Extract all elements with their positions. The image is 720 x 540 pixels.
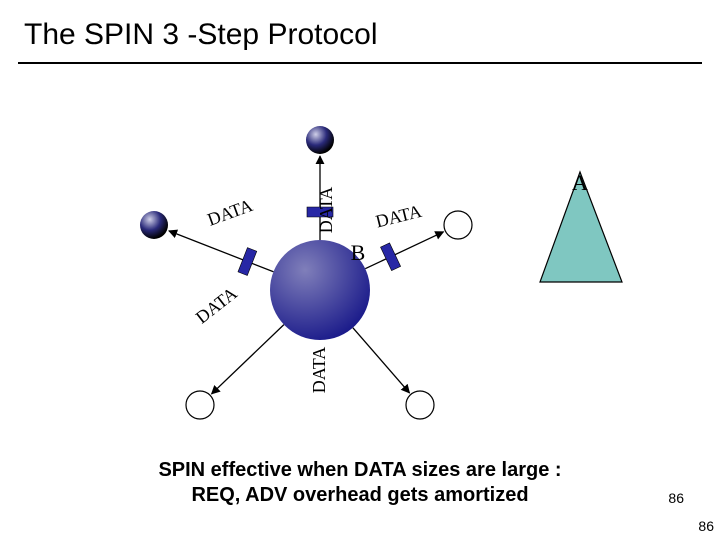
svg-text:DATA: DATA [205,195,256,230]
caption-line-1: SPIN effective when DATA sizes are large… [158,459,561,481]
svg-text:DATA: DATA [374,201,424,232]
page-number: 86 [668,490,684,506]
svg-text:DATA: DATA [316,187,336,234]
page-number-dup: 86 [698,518,714,534]
svg-text:A: A [572,170,588,195]
caption: SPIN effective when DATA sizes are large… [0,458,720,508]
svg-text:DATA: DATA [309,347,329,394]
caption-line-2: REQ, ADV overhead gets amortized [191,484,528,506]
svg-text:B: B [351,240,366,265]
svg-text:DATA: DATA [192,283,241,327]
